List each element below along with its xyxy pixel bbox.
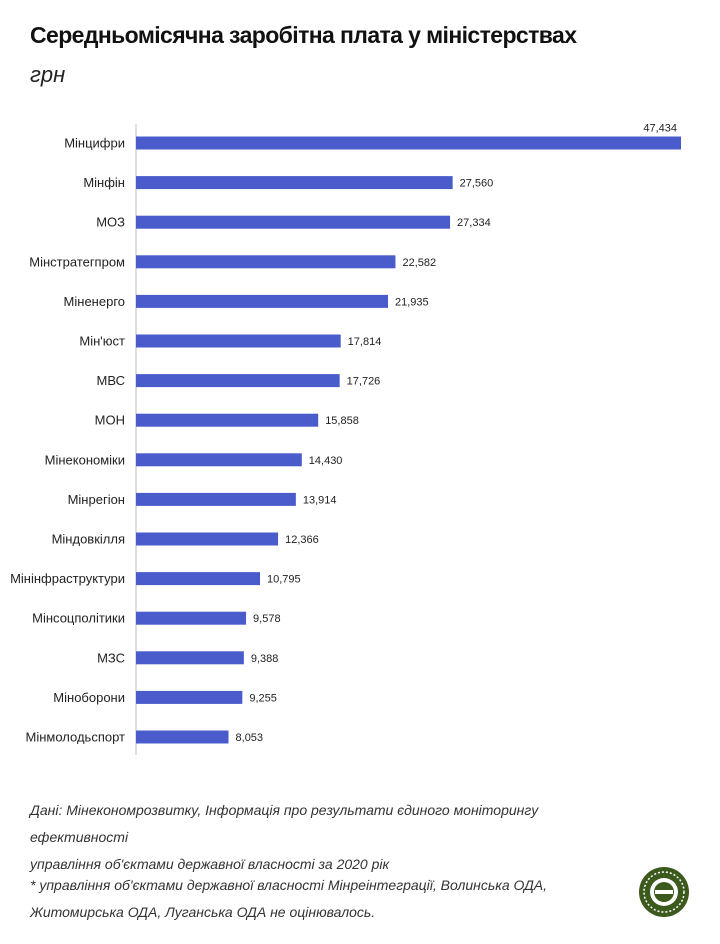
value-label: 9,388 [251,653,279,665]
bar [136,413,319,427]
category-label: Мін'юст [79,334,125,349]
value-label: 10,795 [267,574,301,586]
bar [136,374,340,388]
source-line-2: управління об'єктами державної власності… [30,856,390,872]
value-label: 8,053 [236,732,264,744]
bar [136,532,279,546]
publisher-logo-icon [639,867,689,917]
value-label: 17,814 [348,336,382,348]
value-label: 9,255 [249,692,277,704]
bar [136,176,453,190]
bar [136,136,681,150]
note-line-2: Житомирська ОДА, Луганська ОДА не оцінюв… [30,904,376,920]
bar [136,690,243,704]
bar [136,730,229,744]
bar [136,255,396,269]
category-label: Мінфін [83,175,125,190]
category-label: Міндовкілля [52,532,125,547]
note-line-1: * управління об'єктами державної власнос… [30,877,548,893]
bar [136,294,389,308]
category-label: Міноборони [53,690,125,705]
value-label: 17,726 [347,376,381,388]
category-label: Мінсоцполітики [32,611,125,626]
value-label: 27,334 [457,217,491,229]
bar [136,611,247,625]
bar [136,492,296,506]
footnote-note: * управління об'єктами державної власнос… [30,872,630,926]
value-label: 13,914 [303,494,337,506]
bar [136,572,261,586]
value-label: 12,366 [285,534,319,546]
bar-chart: Мінцифри 47,434 Мінфін 27,560 МОЗ 27,334 Мінст… [10,123,681,755]
chart-subtitle: грн [30,62,66,87]
value-label: 22,582 [402,257,436,269]
data-source-note: Дані: Мінекономрозвитку, Інформація про … [30,797,630,878]
bar [136,334,341,348]
category-label: Мінмолодьспорт [26,730,126,745]
category-label: Мінстратегпром [29,254,125,269]
source-line-1: Дані: Мінекономрозвитку, Інформація про … [30,802,539,845]
category-label: Мінрегіон [68,492,125,507]
category-label: МОН [95,413,125,428]
category-label: Мінекономіки [45,452,125,467]
value-label: 27,560 [460,178,494,190]
category-label: Мінцифри [64,136,125,151]
bar [136,215,451,229]
value-label: 47,434 [643,123,677,135]
chart-title: Середньомісячна заробітна плата у мініст… [30,22,577,48]
bar [136,651,244,665]
value-label: 21,935 [395,296,429,308]
category-label: Мінінфраструктури [10,571,125,586]
bar [136,453,302,467]
value-label: 15,858 [325,415,359,427]
category-label: МЗС [97,650,125,665]
category-label: МВС [97,373,125,388]
value-label: 14,430 [309,455,343,467]
category-label: Міненерго [64,294,125,309]
value-label: 9,578 [253,613,281,625]
category-label: МОЗ [96,215,125,230]
